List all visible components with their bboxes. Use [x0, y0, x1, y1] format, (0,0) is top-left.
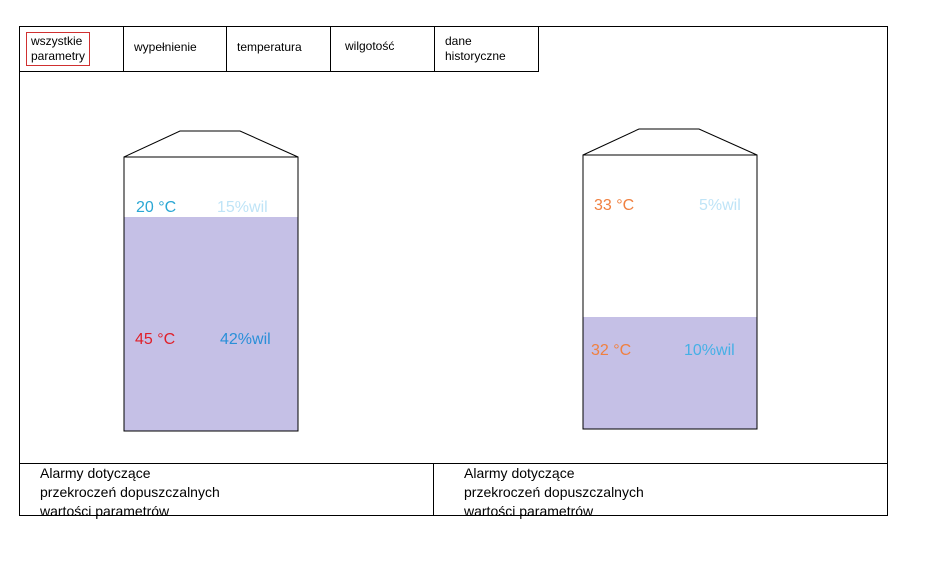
tank-right[interactable] — [582, 128, 758, 430]
tank-left-top-humidity: 15%wil — [217, 199, 268, 216]
tab-label: temperatura — [237, 40, 302, 54]
alarm-text: Alarmy dotyczące — [464, 465, 575, 481]
tank-right-bottom-humidity: 10%wil — [684, 342, 735, 359]
tab-bar: wszystkie parametry wypełnienie temperat… — [20, 27, 539, 72]
tab-fill[interactable]: wypełnienie — [124, 27, 227, 72]
alarm-text: przekroczeń dopuszczalnych — [464, 484, 644, 500]
tank-right-bottom-temperature: 32 °C — [591, 342, 632, 359]
tab-humidity[interactable]: wilgotość — [331, 27, 435, 72]
alarm-text: Alarmy dotyczące — [40, 465, 151, 481]
tab-historical-data[interactable]: dane historyczne — [435, 27, 539, 72]
alarm-panel-right[interactable]: Alarmy dotyczące przekroczeń dopuszczaln… — [434, 464, 887, 519]
alarm-text: przekroczeń dopuszczalnych — [40, 484, 220, 500]
tab-label: parametry — [31, 49, 86, 63]
alarms-bar: Alarmy dotyczące przekroczeń dopuszczaln… — [20, 463, 887, 519]
tab-label: historyczne — [445, 49, 506, 63]
tank-right-top-temperature: 33 °C — [594, 197, 635, 214]
tank-right-body — [582, 154, 758, 430]
main-frame: wszystkie parametry wypełnienie temperat… — [19, 26, 888, 519]
tank-left-body — [123, 156, 299, 432]
alarm-panel-left[interactable]: Alarmy dotyczące przekroczeń dopuszczaln… — [20, 464, 434, 519]
tab-label: wszystkie — [31, 34, 83, 48]
alarm-text: wartości parametrów — [464, 503, 594, 519]
tab-label: wypełnienie — [134, 40, 197, 54]
tab-all-parameters[interactable]: wszystkie parametry — [20, 27, 124, 72]
tab-label: wilgotość — [345, 39, 395, 53]
tab-label: dane — [445, 34, 472, 48]
alarm-text: wartości parametrów — [40, 503, 170, 519]
tank-right-fill — [583, 317, 757, 429]
tank-left[interactable] — [123, 130, 299, 432]
tank-left-roof — [123, 130, 299, 158]
tanks-canvas — [123, 128, 758, 432]
tank-left-bottom-temperature: 45 °C — [135, 331, 176, 348]
tank-right-top-humidity: 5%wil — [699, 197, 741, 214]
tank-right-roof — [582, 128, 758, 156]
tab-temperature[interactable]: temperatura — [227, 27, 331, 72]
tank-left-fill — [124, 217, 298, 431]
tank-left-bottom-humidity: 42%wil — [220, 331, 271, 348]
tank-left-top-temperature: 20 °C — [136, 199, 177, 216]
tab-selected-outline: wszystkie parametry — [26, 32, 91, 66]
